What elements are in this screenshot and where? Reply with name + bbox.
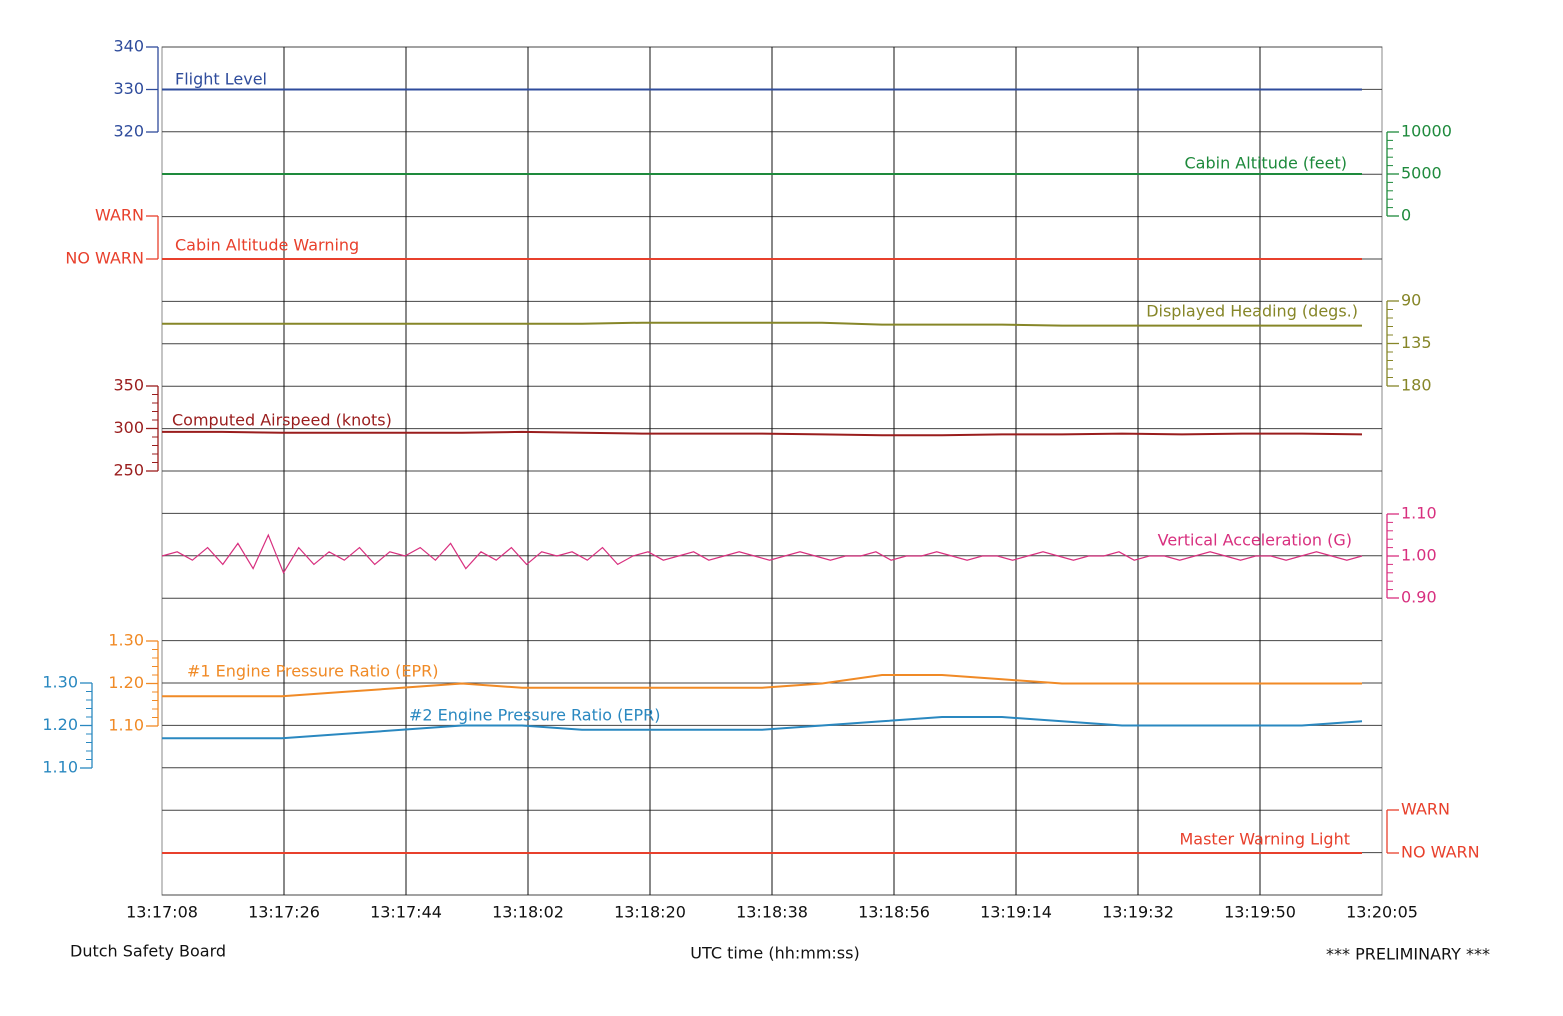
y-tick-label: 250 bbox=[113, 461, 144, 480]
series-line bbox=[162, 430, 1363, 437]
y-tick-label: NO WARN bbox=[1401, 843, 1480, 862]
series-line bbox=[162, 716, 1363, 740]
series-title: Cabin Altitude Warning bbox=[175, 236, 359, 255]
y-tick-label: 330 bbox=[113, 79, 144, 98]
x-tick-label: 13:17:44 bbox=[370, 903, 442, 922]
x-tick-label: 13:20:05 bbox=[1346, 903, 1418, 922]
series-line bbox=[162, 674, 1362, 698]
y-tick-label: 90 bbox=[1401, 291, 1421, 310]
y-tick-label: 1.30 bbox=[42, 673, 78, 692]
y-tick-label: 350 bbox=[113, 376, 144, 395]
y-tick-label: 300 bbox=[113, 418, 144, 437]
series-title: Vertical Acceleration (G) bbox=[1158, 531, 1352, 550]
y-tick-label: 1.30 bbox=[108, 631, 144, 650]
x-tick-label: 13:17:08 bbox=[126, 903, 198, 922]
y-tick-label: WARN bbox=[1401, 800, 1450, 819]
source: Dutch Safety Board bbox=[70, 942, 226, 961]
y-tick-label: 10000 bbox=[1401, 122, 1452, 141]
x-tick-label: 13:18:02 bbox=[492, 903, 564, 922]
series-title: Flight Level bbox=[175, 70, 267, 89]
series-title: #1 Engine Pressure Ratio (EPR) bbox=[187, 662, 439, 681]
x-axis-label: UTC time (hh:mm:ss) bbox=[690, 944, 859, 963]
series-title: Computed Airspeed (knots) bbox=[172, 411, 392, 430]
series-line bbox=[162, 321, 1362, 327]
y-tick-label: 1.10 bbox=[42, 758, 78, 777]
x-tick-label: 13:18:38 bbox=[736, 903, 808, 922]
series-title: Cabin Altitude (feet) bbox=[1185, 154, 1348, 173]
y-tick-label: 320 bbox=[113, 122, 144, 141]
y-tick-label: 0.90 bbox=[1401, 588, 1437, 607]
series-line bbox=[161, 533, 1363, 575]
y-tick-label: 135 bbox=[1401, 333, 1432, 352]
y-tick-label: 1.20 bbox=[42, 715, 78, 734]
y-tick-label: 1.20 bbox=[108, 673, 144, 692]
y-tick-label: 1.10 bbox=[108, 716, 144, 735]
series-title: Displayed Heading (degs.) bbox=[1146, 302, 1358, 321]
y-tick-label: 180 bbox=[1401, 376, 1432, 395]
y-tick-label: 1.00 bbox=[1401, 546, 1437, 565]
series-title: Master Warning Light bbox=[1179, 830, 1350, 849]
x-tick-label: 13:19:50 bbox=[1224, 903, 1296, 922]
y-tick-label: 5000 bbox=[1401, 164, 1442, 183]
x-tick-label: 13:18:56 bbox=[858, 903, 930, 922]
y-tick-label: 1.10 bbox=[1401, 504, 1437, 523]
x-tick-label: 13:19:32 bbox=[1102, 903, 1174, 922]
y-tick-label: NO WARN bbox=[65, 249, 144, 268]
x-tick-label: 13:18:20 bbox=[614, 903, 686, 922]
note: *** PRELIMINARY *** bbox=[1326, 945, 1490, 964]
y-tick-label: 340 bbox=[113, 37, 144, 56]
y-tick-label: WARN bbox=[95, 206, 144, 225]
x-tick-label: 13:17:26 bbox=[248, 903, 320, 922]
series-title: #2 Engine Pressure Ratio (EPR) bbox=[409, 706, 661, 725]
y-tick-label: 0 bbox=[1401, 206, 1411, 225]
x-tick-label: 13:19:14 bbox=[980, 903, 1052, 922]
